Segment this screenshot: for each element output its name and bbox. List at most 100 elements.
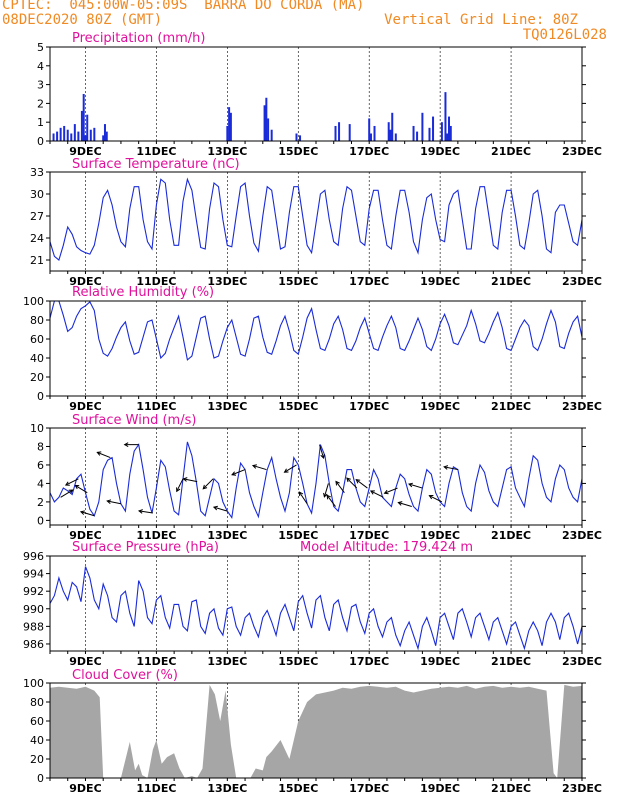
x-tick-label: 9DEC xyxy=(69,275,101,288)
wind-arrow-head xyxy=(369,490,375,495)
panel-pres: 986 988 990 992 994 996 9DEC 11DEC 13DEC 15DEC 17D… xyxy=(23,540,602,668)
header-station-line: CPTEC: 045:00W-05:09S BARRA DO CORDA (MA… xyxy=(2,0,365,13)
wind-arrow-shaft xyxy=(355,479,368,489)
wind-arrow-shaft xyxy=(444,466,458,471)
wind-arrow-head xyxy=(346,477,351,483)
precip-bar xyxy=(389,129,392,141)
y-tick-label: 3 xyxy=(37,79,44,92)
precip-bar xyxy=(82,94,85,141)
x-tick-label: 23DEC xyxy=(562,400,602,413)
wind-arrow-shaft xyxy=(183,478,198,483)
y-tick-label: 33 xyxy=(30,166,44,179)
precip-bar xyxy=(52,133,55,141)
precip-bar xyxy=(63,125,66,141)
wind-arrow-shaft xyxy=(284,464,297,473)
y-tick-label: 990 xyxy=(23,603,44,616)
wind-arrow xyxy=(182,477,198,483)
y-tick-label: 20 xyxy=(30,371,44,384)
precip-bar xyxy=(421,112,424,141)
x-tick-label: 21DEC xyxy=(491,655,531,668)
wind-arrow-head xyxy=(298,491,304,497)
precip-bar xyxy=(86,114,89,141)
precip-bar xyxy=(348,124,351,141)
wind-arrow-head xyxy=(335,480,340,486)
x-tick-label: 9DEC xyxy=(69,529,101,542)
wind-arrow-shaft xyxy=(97,451,111,459)
wind-arrow-shaft xyxy=(231,469,246,476)
x-tick-label: 21DEC xyxy=(491,400,531,413)
precip-bar xyxy=(77,131,80,141)
wind-arrow-shaft xyxy=(319,444,325,459)
x-tick-label: 11DEC xyxy=(136,529,176,542)
y-tick-label: 80 xyxy=(30,696,44,709)
y-tick-label: 1 xyxy=(37,116,44,129)
wind-arrow-head xyxy=(202,484,208,490)
wind-arrow-shaft xyxy=(60,489,73,498)
plot-frame xyxy=(49,300,583,397)
precip-bar xyxy=(428,127,431,141)
precip-bar xyxy=(449,125,452,141)
precip-title: Precipitation (mm/h) xyxy=(72,31,205,46)
wind-arrow xyxy=(298,491,308,505)
panel-precip: 0 1 2 3 4 5 9DEC 11DEC 13DEC 15DEC 17DEC 19DEC 21DEC… xyxy=(37,31,602,158)
precip-bar xyxy=(265,97,268,141)
wind-arrow-head xyxy=(137,509,143,514)
precip-bar xyxy=(338,122,341,141)
x-tick-label: 15DEC xyxy=(278,145,318,158)
x-tick-label: 9DEC xyxy=(69,655,101,668)
precip-bar xyxy=(229,112,232,141)
y-tick-label: 40 xyxy=(30,352,44,365)
x-tick-label: 9DEC xyxy=(69,782,101,795)
x-tick-label: 21DEC xyxy=(491,145,531,158)
x-tick-label: 11DEC xyxy=(136,275,176,288)
precip-bar xyxy=(448,116,450,141)
x-tick-label: 19DEC xyxy=(420,655,460,668)
y-tick-label: 8 xyxy=(37,440,44,453)
x-tick-label: 11DEC xyxy=(136,655,176,668)
precip-bar xyxy=(59,127,62,141)
x-tick-label: 13DEC xyxy=(207,529,247,542)
y-tick-label: 100 xyxy=(23,295,44,308)
wind-arrow xyxy=(346,477,358,489)
x-tick-label: 15DEC xyxy=(278,275,318,288)
precip-bar xyxy=(89,129,92,141)
y-tick-label: 2 xyxy=(37,97,44,110)
panel-rh: 0 20 40 60 80 100 9DEC 11DEC 13DEC 15DEC 17DEC 19DE… xyxy=(23,285,602,413)
precip-bar xyxy=(299,135,302,141)
wind-arrow xyxy=(397,501,412,508)
x-tick-label: 19DEC xyxy=(420,145,460,158)
y-tick-label: 27 xyxy=(30,210,44,223)
wind-arrow xyxy=(123,442,139,447)
precip-bar xyxy=(368,118,371,141)
y-tick-label: 60 xyxy=(30,715,44,728)
wind-arrow-head xyxy=(283,468,289,473)
precip-bar xyxy=(391,112,394,141)
y-tick-label: 6 xyxy=(37,459,44,472)
wind-arrow-head xyxy=(182,477,188,482)
wind-arrow-head xyxy=(68,489,74,494)
wind-arrow xyxy=(96,451,111,459)
precip-bar xyxy=(334,125,337,141)
wind-arrow xyxy=(106,499,122,505)
precip-bar xyxy=(416,131,419,141)
precip-bar xyxy=(70,133,73,141)
panel-temp: 21 24 27 30 33 9DEC 11DEC 13DEC 15DEC 17DEC 19DEC 2… xyxy=(30,157,602,288)
wind-arrow-shaft xyxy=(398,502,412,508)
precip-bar xyxy=(66,129,69,141)
wind-arrow-head xyxy=(106,499,112,504)
wind-series-line xyxy=(49,441,583,520)
x-tick-label: 11DEC xyxy=(136,400,176,413)
y-tick-label: 988 xyxy=(23,620,44,633)
wind-arrow xyxy=(176,478,184,493)
precip-bar xyxy=(84,135,87,141)
x-tick-label: 23DEC xyxy=(562,782,602,795)
wind-arrow-shaft xyxy=(202,478,214,490)
x-tick-label: 15DEC xyxy=(278,529,318,542)
wind-arrow-shaft xyxy=(384,487,398,494)
precip-bar xyxy=(373,125,376,141)
wind-arrow-head xyxy=(212,505,218,511)
header: CPTEC: 045:00W-05:09S BARRA DO CORDA (MA… xyxy=(0,0,618,46)
y-tick-label: 2 xyxy=(37,496,44,509)
wind-arrow-shaft xyxy=(408,483,423,489)
x-tick-label: 13DEC xyxy=(207,400,247,413)
